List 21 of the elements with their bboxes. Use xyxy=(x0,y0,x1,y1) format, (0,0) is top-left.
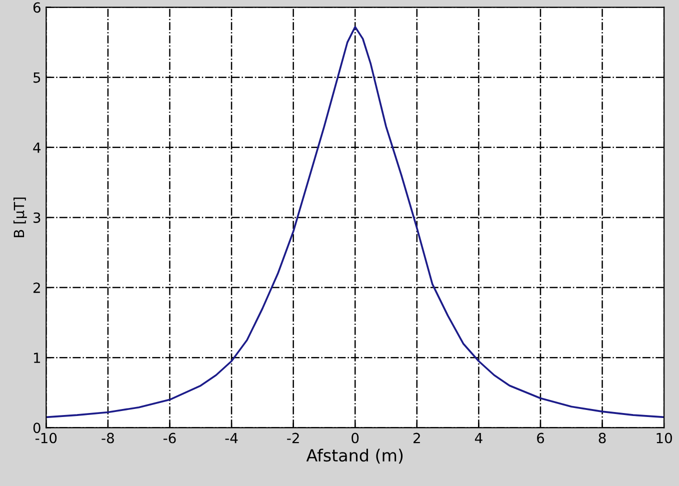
y-tick-label: 3 xyxy=(34,212,40,223)
x-tick-label: 2 xyxy=(414,432,420,444)
x-tick-label: 4 xyxy=(474,432,482,444)
x-tick-label: -2 xyxy=(287,432,299,444)
y-tick-label: 0 xyxy=(33,422,40,434)
x-tick-label: -10 xyxy=(36,432,57,444)
y-tick-label: 4 xyxy=(33,142,41,153)
x-tick-label: -8 xyxy=(102,432,114,444)
x-tick-label: -6 xyxy=(164,432,176,444)
y-tick-label: 6 xyxy=(33,2,40,13)
line-series xyxy=(46,26,664,418)
y-tick-label: 5 xyxy=(34,72,40,83)
x-tick-label: 0 xyxy=(352,432,359,444)
x-tick-label: 8 xyxy=(598,432,606,444)
y-tick-label: 2 xyxy=(33,282,40,293)
x-tick-label: 6 xyxy=(537,432,544,444)
y-tick-label: 1 xyxy=(34,352,40,363)
y-axis-title: B [μT] xyxy=(13,198,27,238)
x-tick-label: -4 xyxy=(225,432,238,444)
x-axis-title: Afstand (m) xyxy=(306,448,403,464)
x-tick-label: 10 xyxy=(656,432,672,444)
